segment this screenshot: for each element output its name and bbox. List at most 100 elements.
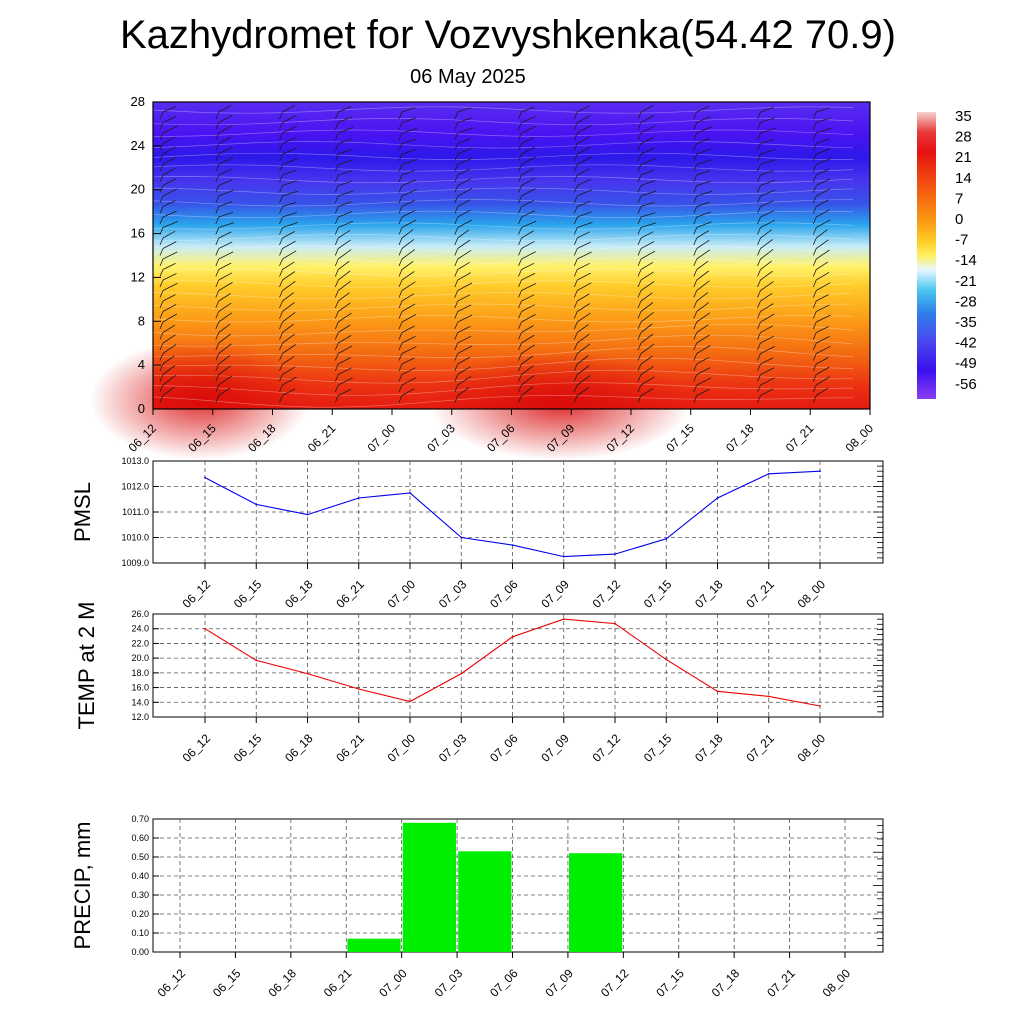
precip-x-tick-label: 07_12 (598, 966, 632, 1000)
isotherm-line (152, 234, 854, 242)
wind-barb (282, 271, 296, 281)
wind-barb (577, 115, 591, 123)
wind-barb-flag (159, 290, 164, 298)
wind-barb (401, 158, 418, 165)
wind-barb-flag (159, 332, 164, 340)
wind-barb (218, 293, 231, 302)
wind-barb (457, 199, 471, 207)
wind-barb (577, 293, 590, 302)
wind-barb (640, 311, 654, 323)
wind-barb-flag (637, 311, 642, 319)
heatmap-x-tick-label: 08_00 (843, 421, 877, 455)
wind-barb (521, 386, 533, 396)
wind-barb (816, 357, 829, 365)
wind-barb-flag (279, 132, 283, 141)
wind-barb (640, 250, 656, 260)
colorbar-label: -14 (955, 252, 977, 269)
wind-barb (521, 355, 534, 365)
wind-barb (338, 116, 353, 123)
wind-barb (338, 211, 353, 218)
wind-barb-flag (757, 374, 761, 382)
wind-barb-flag (334, 374, 339, 382)
wind-barb-flag (398, 206, 403, 214)
wind-barb (696, 302, 710, 312)
wind-barb-flag (215, 122, 220, 130)
colorbar-gradient (917, 112, 936, 399)
wind-barb-flag (398, 363, 403, 372)
wind-barb (162, 273, 177, 281)
wind-barb (521, 365, 534, 375)
wind-barb-flag (398, 143, 403, 151)
wind-barb-flag (693, 279, 698, 288)
wind-barb-flag (279, 206, 283, 214)
wind-barb-flag (637, 111, 642, 120)
wind-barb (521, 283, 537, 291)
wind-barb (696, 180, 712, 186)
wind-barb (338, 292, 350, 302)
wind-barb-flag (398, 185, 403, 193)
wind-barb (401, 138, 416, 144)
wind-barb (521, 136, 535, 144)
wind-barb (640, 158, 656, 165)
wind-barb (162, 304, 177, 312)
wind-barb (696, 270, 709, 281)
isotherm-line (152, 129, 854, 137)
wind-barb (218, 312, 233, 323)
wind-barb-flag (334, 153, 339, 162)
wind-barb-flag (637, 321, 642, 330)
wind-barb (816, 158, 832, 165)
wind-barb-flag (279, 258, 283, 267)
wind-barb-flag (637, 174, 642, 183)
wind-barb-flag (159, 122, 164, 130)
wind-barb-flag (573, 363, 578, 372)
wind-barb (338, 302, 351, 312)
temp-y-tick-label: 16.0 (131, 683, 149, 693)
wind-barb-flag (757, 111, 761, 120)
wind-barb-flag (573, 132, 578, 141)
wind-barb-flag (398, 290, 403, 298)
pmsl-point (562, 555, 565, 558)
wind-barb-flag (757, 353, 761, 361)
wind-barb-flag (518, 143, 522, 151)
wind-barb (640, 222, 657, 228)
wind-barb (401, 271, 415, 281)
wind-barb (218, 146, 233, 155)
wind-barb (696, 292, 709, 302)
wind-barb-flag (159, 269, 164, 277)
temp-x-tick-label: 08_00 (795, 731, 829, 765)
wind-barb-flag (573, 237, 578, 246)
wind-barb (577, 387, 589, 396)
temp-point (665, 658, 668, 661)
pmsl-point (357, 497, 360, 499)
wind-barb-flag (693, 332, 698, 340)
wind-barb (282, 202, 297, 207)
wind-barb (640, 241, 655, 249)
wind-barb (282, 115, 296, 123)
wind-barb-flag (279, 384, 283, 393)
wind-barb (338, 170, 352, 176)
wind-barb (577, 211, 592, 218)
colorbar-label: 28 (955, 129, 972, 146)
wind-barb (577, 189, 593, 197)
wind-barb-flag (215, 258, 220, 267)
precip-bar (347, 938, 401, 952)
wind-barb-flag (518, 185, 522, 193)
wind-barb (338, 260, 350, 270)
wind-barb-flag (279, 185, 283, 193)
wind-barb-flag (454, 332, 459, 340)
isotherm-line (152, 357, 854, 371)
wind-barb-flag (812, 195, 817, 204)
wind-barb (760, 200, 774, 207)
heatmap-y-tick-label: 28 (131, 94, 145, 109)
wind-barb (696, 211, 712, 218)
wind-barb-flag (334, 353, 339, 361)
wind-barb (521, 334, 535, 344)
wind-barb (457, 387, 470, 396)
wind-barb (577, 303, 591, 312)
wind-barb-flag (812, 300, 817, 309)
wind-barb-flag (757, 363, 761, 372)
wind-barb (640, 125, 656, 134)
temp-y-tick-label: 26.0 (131, 609, 149, 619)
wind-barb (457, 249, 472, 260)
wind-barb-flag (812, 395, 817, 403)
